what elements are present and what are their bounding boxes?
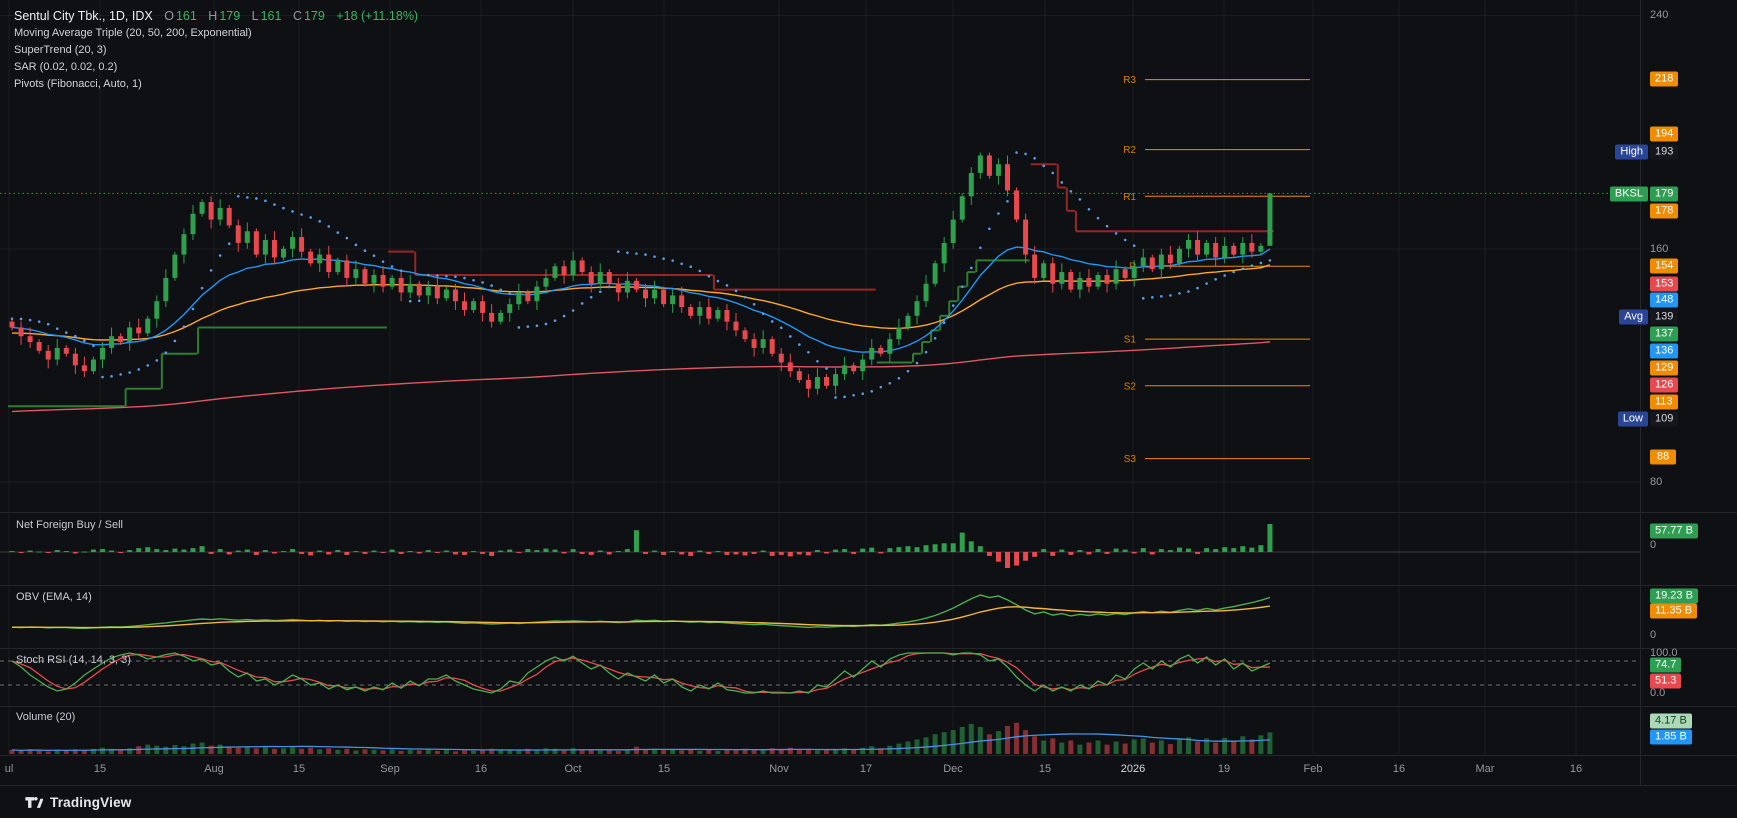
bottom-bar: TradingView <box>0 785 1737 818</box>
open-value: 161 <box>175 9 197 23</box>
chart-plot-area[interactable]: R3R2R1PS1S2S3 <box>0 0 1640 785</box>
price-label: 88 <box>1650 449 1676 465</box>
price-label: 194 <box>1650 126 1679 142</box>
pane-separator <box>0 755 1737 756</box>
time-axis-label: 15 <box>1038 763 1052 775</box>
indicator-ma-triple[interactable]: Moving Average Triple (20, 50, 200, Expo… <box>14 27 252 39</box>
time-axis-label: 19 <box>1217 763 1231 775</box>
time-axis-label: Sep <box>380 763 400 775</box>
price-label-prefix: Avg <box>1619 309 1648 325</box>
indicator-pivots[interactable]: Pivots (Fibonacci, Auto, 1) <box>14 78 142 90</box>
price-label: 113 <box>1650 394 1678 410</box>
symbol-title[interactable]: Sentul City Tbk., 1D, IDX <box>14 9 153 23</box>
price-axis-tick: 80 <box>1650 476 1663 488</box>
indicator-supertrend[interactable]: SuperTrend (20, 3) <box>14 44 107 56</box>
time-axis-label: 2026 <box>1120 763 1146 775</box>
change-value: +18 (+11.18%) <box>336 9 419 23</box>
price-label-prefix: BKSL <box>1609 186 1648 202</box>
svg-text:S2: S2 <box>1124 381 1137 392</box>
time-axis-label: Feb <box>1303 763 1323 775</box>
svg-text:R1: R1 <box>1123 192 1136 203</box>
price-label: 129 <box>1650 360 1679 376</box>
price-label: 139 <box>1650 309 1679 325</box>
time-axis-label: 16 <box>1392 763 1406 775</box>
symbol-header[interactable]: Sentul City Tbk., 1D, IDX O 161 H 179 L 161… <box>14 8 418 25</box>
svg-text:R3: R3 <box>1123 75 1136 86</box>
price-label: 153 <box>1650 276 1679 292</box>
price-label: 57.77 B <box>1650 523 1698 539</box>
time-axis-label: 15 <box>93 763 107 775</box>
high-label: H <box>208 9 218 23</box>
pane-separator[interactable] <box>0 512 1737 513</box>
price-axis-tick: 0.0 <box>1650 687 1666 699</box>
time-axis-label: Mar <box>1475 763 1495 775</box>
price-axis-tick: 0 <box>1650 539 1657 551</box>
svg-text:S3: S3 <box>1124 454 1137 465</box>
price-axis-tick: 160 <box>1650 243 1669 255</box>
open-label: O <box>164 9 174 23</box>
indicator-sar[interactable]: SAR (0.02, 0.02, 0.2) <box>14 61 118 73</box>
price-label: 19.23 B <box>1650 588 1698 604</box>
legend: Sentul City Tbk., 1D, IDX O 161 H 179 L 161… <box>14 8 418 93</box>
pane-title-stoch-rsi[interactable]: Stoch RSI (14, 14, 3, 3) <box>16 654 131 666</box>
time-axis-label: 17 <box>859 763 873 775</box>
low-label: L <box>251 9 259 23</box>
price-label: 11.35 B <box>1650 603 1698 619</box>
price-label: 179 <box>1650 186 1679 202</box>
price-axis-tick: 100.0 <box>1650 647 1678 659</box>
price-label: 109 <box>1650 411 1679 427</box>
time-axis-label: 16 <box>474 763 488 775</box>
time-axis-label: 15 <box>657 763 671 775</box>
price-label-prefix: High <box>1615 144 1648 160</box>
time-axis-label: Aug <box>204 763 224 775</box>
price-label: 136 <box>1650 343 1679 359</box>
price-scale-border <box>1640 0 1641 785</box>
price-axis-tick: 0 <box>1650 629 1657 641</box>
price-label: 193 <box>1650 144 1679 160</box>
price-label: 154 <box>1650 258 1679 274</box>
time-axis-label: Nov <box>769 763 789 775</box>
time-axis-label: 16 <box>1569 763 1583 775</box>
time-axis-label: 15 <box>292 763 306 775</box>
time-axis-label: Oct <box>564 763 582 775</box>
time-axis-label: Dec <box>943 763 963 775</box>
pane-separator[interactable] <box>0 648 1737 649</box>
pane-title-net-foreign[interactable]: Net Foreign Buy / Sell <box>16 519 123 531</box>
tradingview-watermark[interactable]: TradingView <box>50 794 132 810</box>
price-label: 148 <box>1650 292 1679 308</box>
price-label: 51.3 <box>1650 673 1682 689</box>
price-label: 178 <box>1650 203 1679 219</box>
price-label: 218 <box>1650 71 1679 87</box>
price-label: 126 <box>1650 377 1679 393</box>
price-label: 74.7 <box>1650 657 1682 673</box>
close-value: 179 <box>303 9 325 23</box>
svg-text:R2: R2 <box>1123 145 1136 156</box>
price-label: 4.17 B <box>1650 713 1692 729</box>
pane-separator[interactable] <box>0 585 1737 586</box>
time-axis-label: ul <box>4 763 14 775</box>
price-axis-tick: 240 <box>1650 9 1669 21</box>
price-label: 137 <box>1650 326 1679 342</box>
close-label: C <box>292 9 302 23</box>
svg-text:S1: S1 <box>1124 335 1137 346</box>
low-value: 161 <box>260 9 282 23</box>
price-label: 1.85 B <box>1650 729 1692 745</box>
high-value: 179 <box>219 9 241 23</box>
tradingview-logo-icon[interactable] <box>24 793 43 812</box>
price-label-prefix: Low <box>1617 411 1648 427</box>
pane-title-obv[interactable]: OBV (EMA, 14) <box>16 591 92 603</box>
pane-title-volume[interactable]: Volume (20) <box>16 711 76 723</box>
pane-separator[interactable] <box>0 706 1737 707</box>
